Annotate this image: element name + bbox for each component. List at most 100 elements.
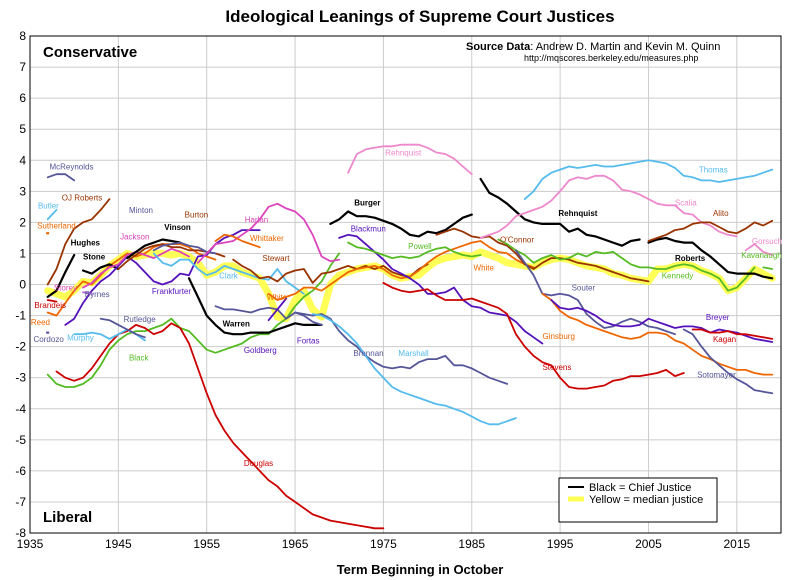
grid-lines	[29, 35, 781, 534]
series-lines	[44, 143, 776, 530]
justice-label-douglas: Douglas	[244, 459, 273, 468]
justice-label-o-connor: O'Connor	[500, 236, 534, 245]
justice-label-sotomayor: Sotomayor	[697, 371, 736, 380]
x-tick-label: 1945	[105, 537, 132, 551]
y-tick-label: 1	[19, 246, 26, 260]
series-line-stevens	[382, 281, 685, 390]
justice-label-powell: Powell	[408, 242, 432, 251]
series-line-kennedy	[497, 238, 756, 292]
series-line-hughes	[46, 253, 76, 298]
y-tick-label: -4	[15, 402, 26, 416]
justice-label-warren: Warren	[223, 319, 250, 328]
series-line-white	[267, 240, 535, 301]
liberal-label: Liberal	[43, 509, 92, 526]
justice-label-stone: Stone	[83, 253, 106, 262]
y-tick-label: 6	[19, 91, 26, 105]
justice-label-oj-roberts: OJ Roberts	[62, 194, 102, 203]
series-line-frankfurter	[64, 229, 261, 326]
justice-label-white: White	[474, 264, 495, 273]
justice-label-burger: Burger	[354, 198, 380, 207]
series-line-mcreynolds	[46, 173, 76, 182]
justice-label-breyer: Breyer	[706, 313, 730, 322]
source-credit-text: : Andrew D. Martin and Kevin M. Quinn	[530, 41, 720, 53]
justice-label-clark: Clark	[219, 271, 239, 280]
justice-label-murphy: Murphy	[67, 333, 94, 342]
justice-label-blackmun: Blackmun	[351, 225, 386, 234]
justice-label-brennan: Brennan	[353, 349, 383, 358]
source-url: http://mqscores.berkeley.edu/measures.ph…	[524, 53, 698, 63]
justice-label-minton: Minton	[129, 206, 153, 215]
series-line-goldberg	[267, 297, 288, 322]
y-tick-label: 7	[19, 60, 26, 74]
series-line-marshall	[311, 313, 517, 426]
justice-label-white: White	[267, 293, 288, 302]
series-line-scalia	[479, 174, 738, 239]
series-line-rehnquist	[347, 143, 473, 176]
justice-label-scalia: Scalia	[675, 198, 697, 207]
series-line-burger	[329, 210, 473, 238]
series-line-rutledge	[99, 317, 146, 339]
justice-label-whittaker: Whittaker	[250, 234, 284, 243]
series-line-gorsuch	[744, 243, 774, 256]
justice-label-storey: Storey	[54, 284, 77, 293]
legend-box	[558, 477, 718, 523]
series-line-sotomayor	[682, 328, 774, 395]
legend-label-chief: Black = Chief Justice	[589, 482, 691, 494]
x-tick-label: 1965	[282, 537, 309, 551]
justice-label-cordozo: Cordozo	[34, 335, 65, 344]
series-line-vinson	[126, 238, 182, 260]
justice-label-marshall: Marshall	[398, 349, 428, 358]
series-line-roberts	[647, 236, 774, 280]
justice-label-frankfurter: Frankfurter	[152, 287, 191, 296]
series-line-byrnes	[82, 291, 93, 295]
series-line-harlan	[196, 202, 341, 264]
justice-label-reed: Reed	[31, 318, 50, 327]
justice-label-roberts: Roberts	[675, 254, 706, 263]
series-line-black	[46, 252, 341, 388]
series-line-butler	[46, 208, 58, 221]
x-tick-label: 1955	[193, 537, 220, 551]
series-line-clark	[152, 252, 305, 295]
y-tick-label: -8	[15, 526, 26, 540]
plot-frame	[29, 35, 782, 534]
justice-label-stewart: Stewart	[262, 254, 290, 263]
x-axis-ticks: 1935 1945 1955 1965 1975 1985 1995 2005 2015	[17, 537, 751, 551]
x-tick-label: 1985	[458, 537, 485, 551]
x-tick-label: 1935	[17, 537, 44, 551]
justice-label-fortas: Fortas	[297, 337, 320, 346]
justice-label-hughes: Hughes	[71, 239, 101, 248]
justice-label-black: Black	[129, 354, 150, 363]
justice-label-kavanaugh: Kavanaugh	[741, 251, 781, 260]
justice-label-goldberg: Goldberg	[244, 346, 277, 355]
series-line-whittaker	[214, 233, 261, 249]
y-tick-label: -3	[15, 371, 26, 385]
justice-label-rehnquist: Rehnquist	[558, 209, 597, 218]
series-line-thomas	[523, 159, 774, 201]
x-axis-title: Term Beginning in October	[337, 562, 504, 577]
justice-label-brandeis: Brandeis	[34, 301, 66, 310]
series-line-brandeis	[46, 299, 58, 303]
series-line-warren	[187, 277, 323, 336]
x-tick-label: 2005	[635, 537, 662, 551]
y-tick-label: 2	[19, 215, 26, 229]
source-credit-bold: Source Data	[466, 41, 531, 53]
y-tick-label: -2	[15, 340, 26, 354]
justice-label-stevens: Stevens	[542, 363, 571, 372]
justice-label-rutledge: Rutledge	[124, 315, 157, 324]
series-line-rehnquist	[479, 177, 641, 247]
conservative-label: Conservative	[43, 44, 137, 61]
justice-label-byrnes: Byrnes	[85, 290, 110, 299]
source-credit: Source Data: Andrew D. Martin and Kevin …	[466, 41, 720, 53]
y-tick-label: 0	[19, 278, 26, 292]
justice-label-souter: Souter	[572, 284, 596, 293]
series-line-o-connor	[435, 227, 650, 283]
justice-label-harlan: Harlan	[245, 215, 269, 224]
y-tick-label: 5	[19, 122, 26, 136]
justice-label-kennedy: Kennedy	[662, 271, 694, 280]
series-line-kagan	[691, 328, 774, 340]
x-tick-label: 1975	[370, 537, 397, 551]
series-line-alito	[647, 219, 774, 242]
series-line-ginsburg	[541, 292, 774, 376]
